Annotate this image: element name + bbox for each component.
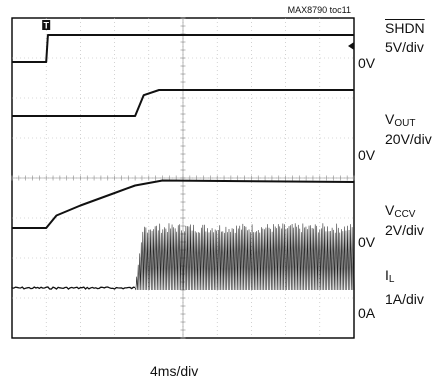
vccv-name-sub: CCV (394, 209, 416, 220)
vout-name-main: V (385, 111, 395, 127)
graticule (11, 17, 355, 339)
shdn-scale: 5V/div (385, 39, 424, 55)
il-zero-label: 0A (358, 305, 376, 321)
trace-shdn (12, 34, 354, 63)
vccv-scale: 2V/div (385, 222, 424, 238)
vout-name-sub: OUT (394, 118, 416, 129)
trigger-marker-icon (42, 20, 51, 30)
il-scale: 1A/div (385, 291, 424, 307)
figure-tag: MAX8790 toc11 (287, 5, 351, 15)
trace-il-switching (134, 223, 355, 291)
vccv-name-main: V (385, 202, 395, 218)
il-channel-name: IL (385, 268, 394, 285)
vccv-zero-label: 0V (358, 234, 376, 250)
vout-channel-name: VOUT (385, 112, 415, 129)
markers: T (42, 20, 354, 50)
il-name-main: I (385, 267, 389, 283)
trigger-marker-label: T (43, 21, 49, 31)
trace-il-baseline (11, 286, 136, 290)
trace-vout (12, 89, 354, 117)
vout-scale: 20V/div (385, 131, 432, 147)
trace-vccv (12, 179, 355, 229)
il-name-sub: L (388, 274, 395, 285)
shdn-zero-label: 0V (358, 55, 376, 71)
traces (11, 34, 355, 291)
vccv-channel-name: VCCV (385, 203, 415, 220)
vout-zero-label: 0V (358, 147, 376, 163)
trigger-level-arrow-icon (348, 42, 354, 50)
shdn-name-text: SHDN (385, 20, 425, 36)
shdn-channel-name: SHDN (385, 21, 425, 35)
timebase-label: 4ms/div (150, 363, 199, 379)
